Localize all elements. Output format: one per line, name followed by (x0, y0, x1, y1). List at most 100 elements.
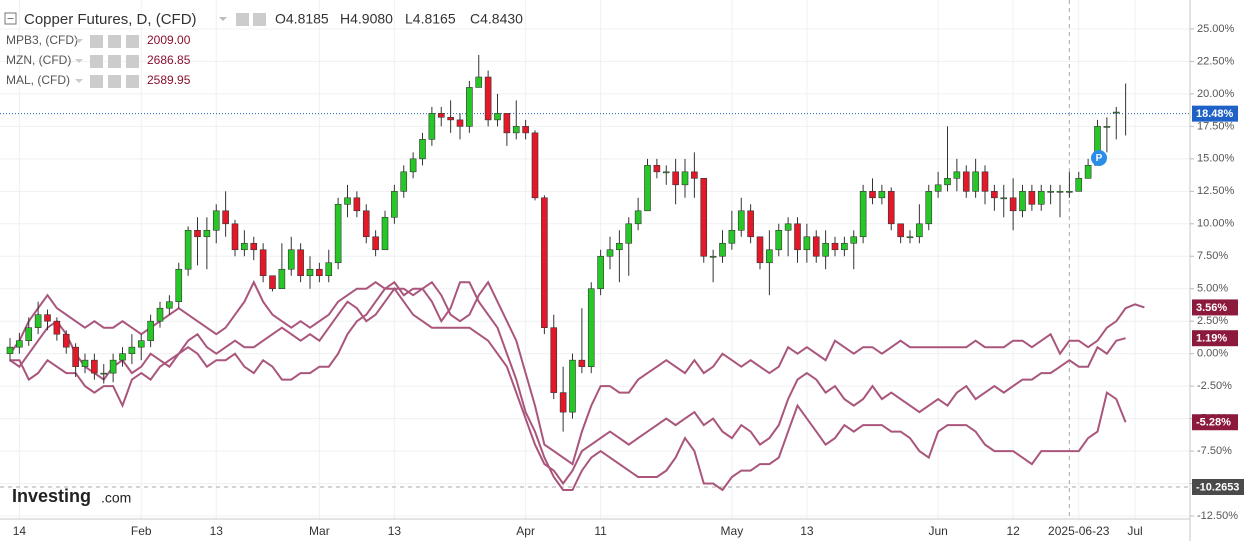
y-tick-label: -7.50% (1197, 445, 1232, 457)
candle-body (906, 236, 914, 239)
grid (0, 0, 1190, 519)
candle-body (747, 210, 754, 238)
settings-button[interactable] (253, 13, 266, 26)
candle-body (456, 119, 464, 127)
candle-body (934, 184, 942, 192)
indicator-button[interactable] (90, 75, 103, 88)
candle-body (494, 113, 501, 121)
candle-body (128, 346, 136, 354)
candle-body (466, 87, 473, 127)
last-price-label: 18.48% (1196, 108, 1234, 120)
candle-body (606, 249, 614, 257)
candle-body (44, 314, 51, 322)
candle-body (981, 171, 989, 192)
ohlc-close: C4.8430 (470, 11, 523, 27)
candle-body (850, 236, 858, 244)
indicator-button[interactable] (90, 55, 103, 68)
indicator-button[interactable] (108, 35, 121, 48)
candle-body (1047, 191, 1054, 193)
candle-body (559, 392, 567, 413)
ohlc-open: O4.8185 (275, 11, 329, 27)
candle-body (269, 275, 276, 290)
candle-body (184, 229, 192, 270)
candle-body (831, 242, 839, 251)
indicator-button[interactable] (126, 35, 139, 48)
series-last-label: -5.28% (1196, 417, 1231, 429)
candle-body (353, 197, 361, 212)
candle-body (372, 236, 379, 251)
event-marker[interactable] (1091, 150, 1107, 166)
candle-body (869, 191, 876, 199)
candle-body (91, 359, 98, 374)
candle-body (437, 113, 445, 118)
candle-body (250, 242, 258, 251)
y-tick-label: 2.50% (1197, 315, 1228, 327)
candle-body (53, 320, 61, 335)
x-tick-label: 2025-06-23 (1048, 524, 1110, 538)
collapse-icon[interactable] (4, 12, 17, 25)
indicator-button[interactable] (126, 75, 139, 88)
candle-body (231, 223, 239, 251)
candle-body (662, 171, 670, 174)
candle-body (522, 126, 529, 134)
candle-body (119, 353, 126, 361)
x-tick-label: Jul (1127, 524, 1142, 538)
candle-body (719, 242, 726, 257)
candle-body (794, 223, 801, 251)
dropdown-arrow[interactable] (75, 39, 83, 43)
candle-body (325, 262, 333, 277)
x-tick-label: Mar (309, 524, 330, 538)
candle-body (1056, 191, 1064, 193)
dropdown-arrow[interactable] (75, 59, 83, 63)
candle-body (953, 171, 961, 179)
candle-body (175, 268, 183, 303)
candle-body (147, 320, 154, 341)
series-last-label-tag (1192, 299, 1238, 316)
candle-body (1000, 197, 1008, 200)
candle-body (691, 171, 698, 179)
axes: 25.00% 22.50% 20.00% 17.50% 15.00% 12.50% 10.0… (13, 23, 1244, 538)
x-tick-label: Jun (928, 524, 947, 538)
indicator-button[interactable] (108, 75, 121, 88)
candle-body (878, 191, 886, 199)
y-tick-label: -2.50% (1197, 380, 1232, 392)
candle-body (287, 249, 295, 270)
x-tick-label: Apr (516, 524, 535, 538)
indicator-name: MPB3, (CFD) (6, 33, 78, 47)
indicator-button[interactable] (90, 35, 103, 48)
candle-body (916, 223, 923, 238)
indicator-button[interactable] (108, 55, 121, 68)
plot (6, 54, 1145, 492)
eye-button[interactable] (236, 13, 249, 26)
candle-body (72, 346, 79, 367)
dropdown-arrow[interactable] (75, 79, 83, 83)
indicator-value: 2009.00 (147, 33, 191, 47)
indicator-button[interactable] (126, 55, 139, 68)
candle-body (222, 210, 229, 225)
candle-body (81, 359, 89, 367)
y-tick-label: -12.50% (1197, 510, 1238, 522)
candle-body (737, 210, 745, 231)
candle-body (34, 314, 42, 328)
candle-body (6, 346, 14, 354)
candle-body (991, 191, 998, 199)
overlay-line (9, 286, 1126, 486)
candle-body (653, 165, 661, 173)
candle-body (297, 249, 304, 277)
candle-body (597, 255, 604, 290)
dropdown-arrow[interactable] (219, 17, 227, 21)
candle-body (166, 301, 173, 309)
series-last-label-tag (1192, 414, 1238, 431)
candle-body (531, 132, 539, 199)
overlay-line (9, 279, 1145, 466)
y-tick-label: 0.00% (1197, 348, 1228, 360)
x-tick-label: 13 (800, 524, 814, 538)
candle-body (972, 171, 979, 192)
candle-body (728, 229, 736, 244)
y-tick-label: 5.00% (1197, 283, 1228, 295)
candle-body (634, 210, 642, 225)
candle-body (137, 340, 145, 348)
candle-body (1103, 126, 1111, 128)
candle-body (428, 113, 436, 140)
